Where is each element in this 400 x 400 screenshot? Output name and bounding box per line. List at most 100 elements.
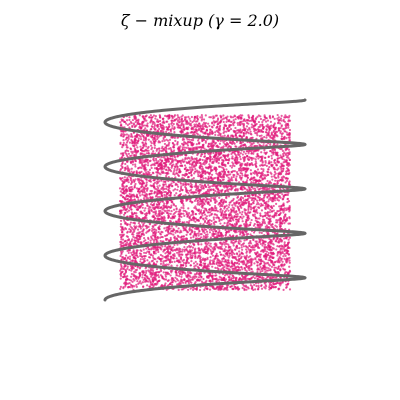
mixup-point <box>126 268 128 270</box>
mixup-point <box>136 280 138 282</box>
mixup-point <box>152 225 154 227</box>
mixup-point <box>208 163 210 165</box>
mixup-point <box>218 162 220 164</box>
mixup-point <box>131 273 133 275</box>
mixup-point <box>119 187 121 189</box>
mixup-point <box>264 152 266 154</box>
mixup-point <box>127 170 129 172</box>
mixup-point <box>265 121 267 123</box>
mixup-point <box>241 211 243 213</box>
mixup-point <box>252 214 254 216</box>
mixup-point <box>199 184 201 186</box>
mixup-point <box>238 250 240 252</box>
mixup-point <box>119 121 121 123</box>
mixup-point <box>244 195 246 197</box>
mixup-point <box>152 255 154 257</box>
mixup-point <box>156 185 158 187</box>
mixup-point <box>145 140 147 142</box>
mixup-point <box>279 268 281 270</box>
mixup-point <box>208 186 210 188</box>
mixup-point <box>146 187 148 189</box>
mixup-point <box>289 222 291 224</box>
mixup-point <box>248 117 250 119</box>
mixup-point <box>148 206 150 208</box>
mixup-point <box>271 157 273 159</box>
mixup-point <box>171 225 173 227</box>
mixup-point <box>189 118 191 120</box>
mixup-point <box>243 239 245 241</box>
mixup-point <box>231 155 233 157</box>
mixup-point <box>167 166 169 168</box>
mixup-point <box>233 165 235 167</box>
mixup-point <box>242 153 244 155</box>
mixup-point <box>254 189 256 191</box>
mixup-point <box>135 284 137 286</box>
mixup-point <box>143 237 145 239</box>
mixup-point <box>285 181 287 183</box>
mixup-point <box>218 197 220 199</box>
mixup-point <box>171 120 173 122</box>
mixup-point <box>128 126 130 128</box>
mixup-point <box>130 221 132 223</box>
mixup-point <box>275 219 277 221</box>
mixup-point <box>154 144 156 146</box>
mixup-point <box>150 267 152 269</box>
mixup-point <box>189 163 191 165</box>
mixup-point <box>198 235 200 237</box>
mixup-point <box>178 289 180 291</box>
mixup-point <box>173 128 175 130</box>
mixup-point <box>259 135 261 137</box>
mixup-point <box>128 189 130 191</box>
mixup-point <box>226 267 228 269</box>
mixup-point <box>145 185 147 187</box>
mixup-point <box>263 286 265 288</box>
mixup-point <box>256 243 258 245</box>
mixup-point <box>121 167 123 169</box>
mixup-point <box>247 129 249 131</box>
mixup-point <box>169 194 171 196</box>
mixup-point <box>160 240 162 242</box>
mixup-point <box>243 186 245 188</box>
mixup-point <box>225 145 227 147</box>
mixup-point <box>157 182 159 184</box>
mixup-point <box>185 188 187 190</box>
mixup-point <box>150 128 152 130</box>
mixup-point <box>173 168 175 170</box>
mixup-point <box>233 268 235 270</box>
mixup-point <box>269 269 271 271</box>
mixup-point <box>266 251 268 253</box>
mixup-point <box>203 118 205 120</box>
mixup-point <box>214 205 216 207</box>
mixup-point <box>191 252 193 254</box>
mixup-point <box>233 176 235 178</box>
mixup-point <box>211 266 213 268</box>
mixup-point <box>174 237 176 239</box>
mixup-point <box>249 131 251 133</box>
mixup-point <box>237 255 239 257</box>
mixup-point <box>136 146 138 148</box>
mixup-point <box>255 285 257 287</box>
mixup-point <box>173 146 175 148</box>
mixup-point <box>288 115 290 117</box>
mixup-point <box>267 254 269 256</box>
mixup-point <box>239 225 241 227</box>
mixup-point <box>139 171 141 173</box>
mixup-point <box>282 289 284 291</box>
mixup-point <box>232 136 234 138</box>
mixup-point <box>168 233 170 235</box>
mixup-point <box>274 118 276 120</box>
mixup-point <box>257 278 259 280</box>
mixup-point <box>198 249 200 251</box>
mixup-point <box>273 269 275 271</box>
mixup-point <box>151 185 153 187</box>
mixup-point <box>120 165 122 167</box>
mixup-point <box>260 130 262 132</box>
mixup-point <box>207 123 209 125</box>
mixup-point <box>235 178 237 180</box>
mixup-point <box>207 242 209 244</box>
mixup-point <box>282 153 284 155</box>
mixup-point <box>281 115 283 117</box>
mixup-point <box>131 122 133 124</box>
mixup-point <box>183 210 185 212</box>
mixup-point <box>187 207 189 209</box>
